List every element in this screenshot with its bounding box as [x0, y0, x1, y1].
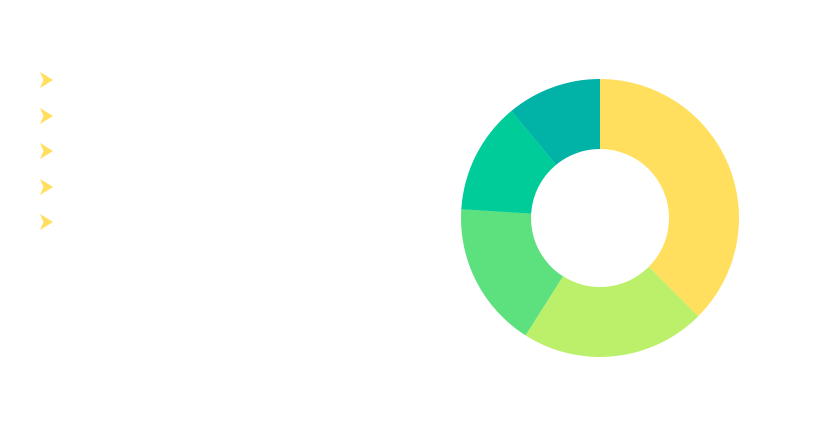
bullet-item [38, 142, 62, 178]
donut-chart-svg [461, 79, 739, 357]
donut-chart [440, 60, 760, 380]
donut-slice-1 [600, 79, 739, 317]
arrow-bullet-icon [40, 72, 53, 88]
arrow-bullet-shape [40, 143, 53, 159]
bullet-item [38, 71, 62, 107]
arrow-bullet-icon [40, 214, 53, 230]
arrow-bullet-icon [40, 178, 53, 195]
bullet-item [38, 107, 62, 143]
bullet-item [38, 213, 62, 249]
donut-slice-5 [511, 79, 600, 165]
bullet-item [38, 178, 62, 214]
bullet-list [38, 71, 62, 249]
donut-slice-3 [461, 209, 564, 336]
arrow-bullet-shape [40, 107, 53, 124]
donut-slice-4 [461, 110, 557, 214]
donut-slice-2 [525, 266, 699, 357]
arrow-bullet-shape [40, 72, 53, 88]
arrow-bullet-shape [40, 214, 53, 230]
arrow-bullet-icon [40, 107, 53, 124]
arrow-bullet-shape [40, 178, 53, 195]
arrow-bullet-icon [40, 143, 53, 159]
